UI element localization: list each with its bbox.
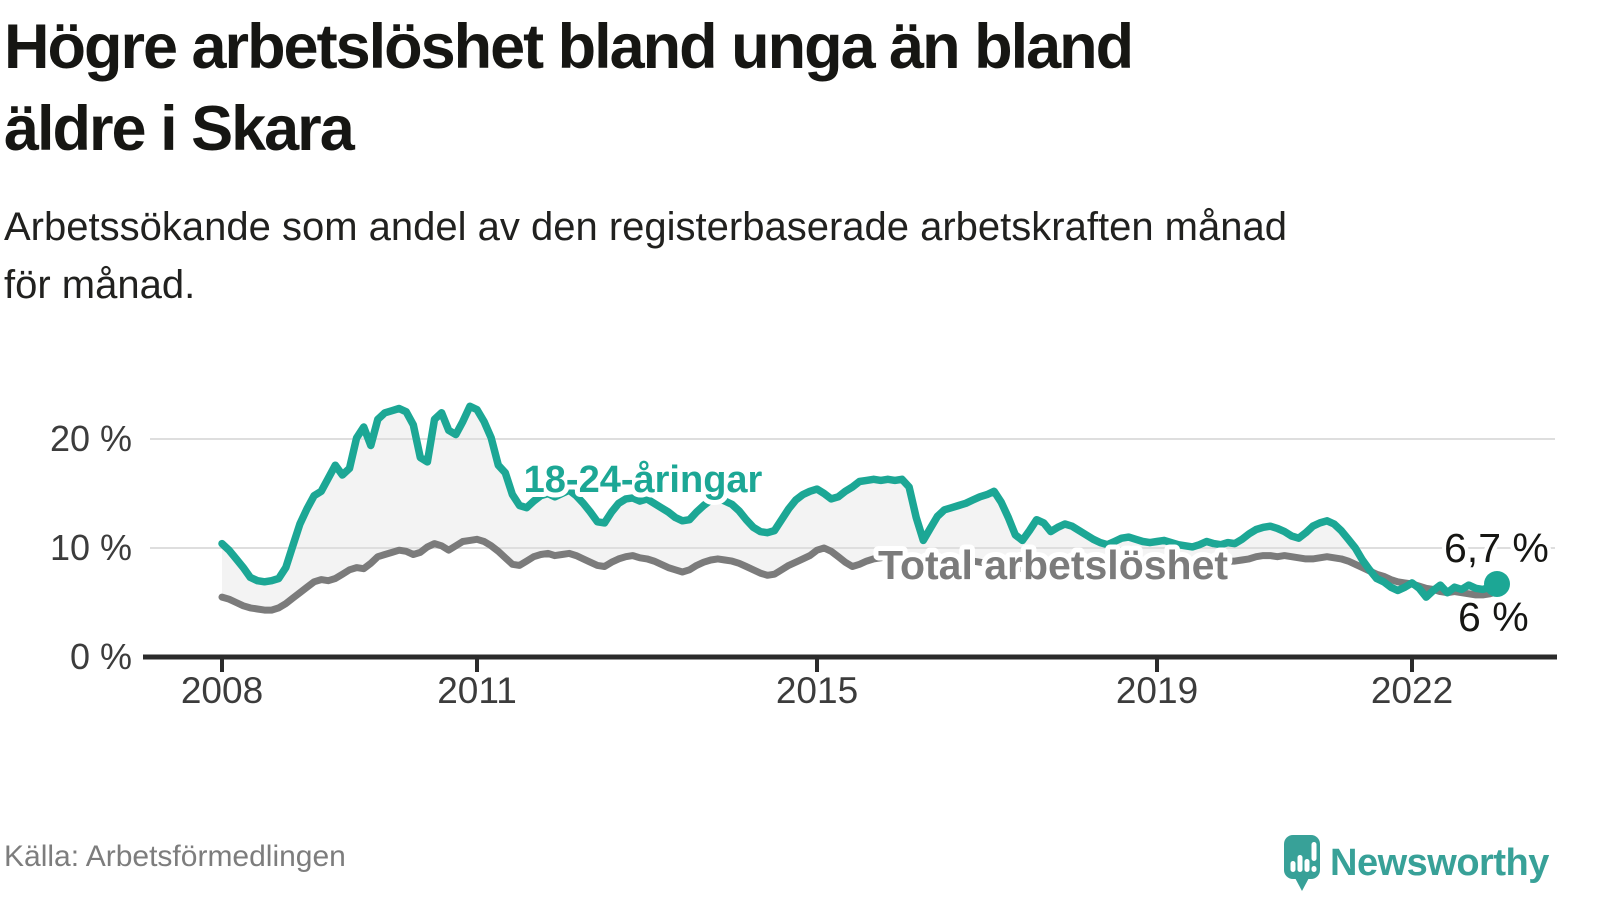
page-subtitle-line2: för månad. xyxy=(4,263,196,307)
series-end-dot-young xyxy=(1484,570,1510,597)
source-note: Källa: Arbetsförmedlingen xyxy=(4,840,346,873)
page-subtitle: Arbetssökande som andel av den registerb… xyxy=(4,198,1564,314)
page-title-line2: äldre i Skara xyxy=(4,94,355,164)
series-line-total xyxy=(218,535,1501,614)
newsworthy-logo-icon xyxy=(1284,835,1320,891)
page-title: Högre arbetslöshet bland unga än bland ä… xyxy=(4,6,1564,170)
y-tick-label-10: 10 % xyxy=(50,527,132,568)
page-title-line1: Högre arbetslöshet bland unga än bland xyxy=(4,12,1134,82)
newsworthy-logo: Newsworthy xyxy=(1284,832,1600,894)
series-label-young: 18-24-åringar xyxy=(524,459,763,501)
end-value-label-young: 6,7 % xyxy=(1444,525,1549,571)
series-label-total: Total arbetslöshet xyxy=(878,542,1228,588)
x-tick-label-2015: 2015 xyxy=(776,670,858,711)
y-tick-label-0: 0 % xyxy=(70,636,132,677)
series-line-young xyxy=(218,402,1501,601)
x-tick-label-2008: 2008 xyxy=(181,670,263,711)
x-tick-label-2011: 2011 xyxy=(437,670,517,711)
x-tick-label-2022: 2022 xyxy=(1371,670,1453,711)
unemployment-line-chart: 2008 2011 2015 2019 2022 0 % 10 % 20 % 18-24-åri… xyxy=(50,402,1557,711)
page-subtitle-line1: Arbetssökande som andel av den registerb… xyxy=(4,205,1287,249)
x-tick-label-2019: 2019 xyxy=(1116,670,1198,711)
series-gap-area xyxy=(222,406,1497,611)
y-tick-label-20: 20 % xyxy=(50,418,132,459)
end-value-label-total: 6 % xyxy=(1458,594,1529,640)
newsworthy-logo-text: Newsworthy xyxy=(1330,841,1549,884)
